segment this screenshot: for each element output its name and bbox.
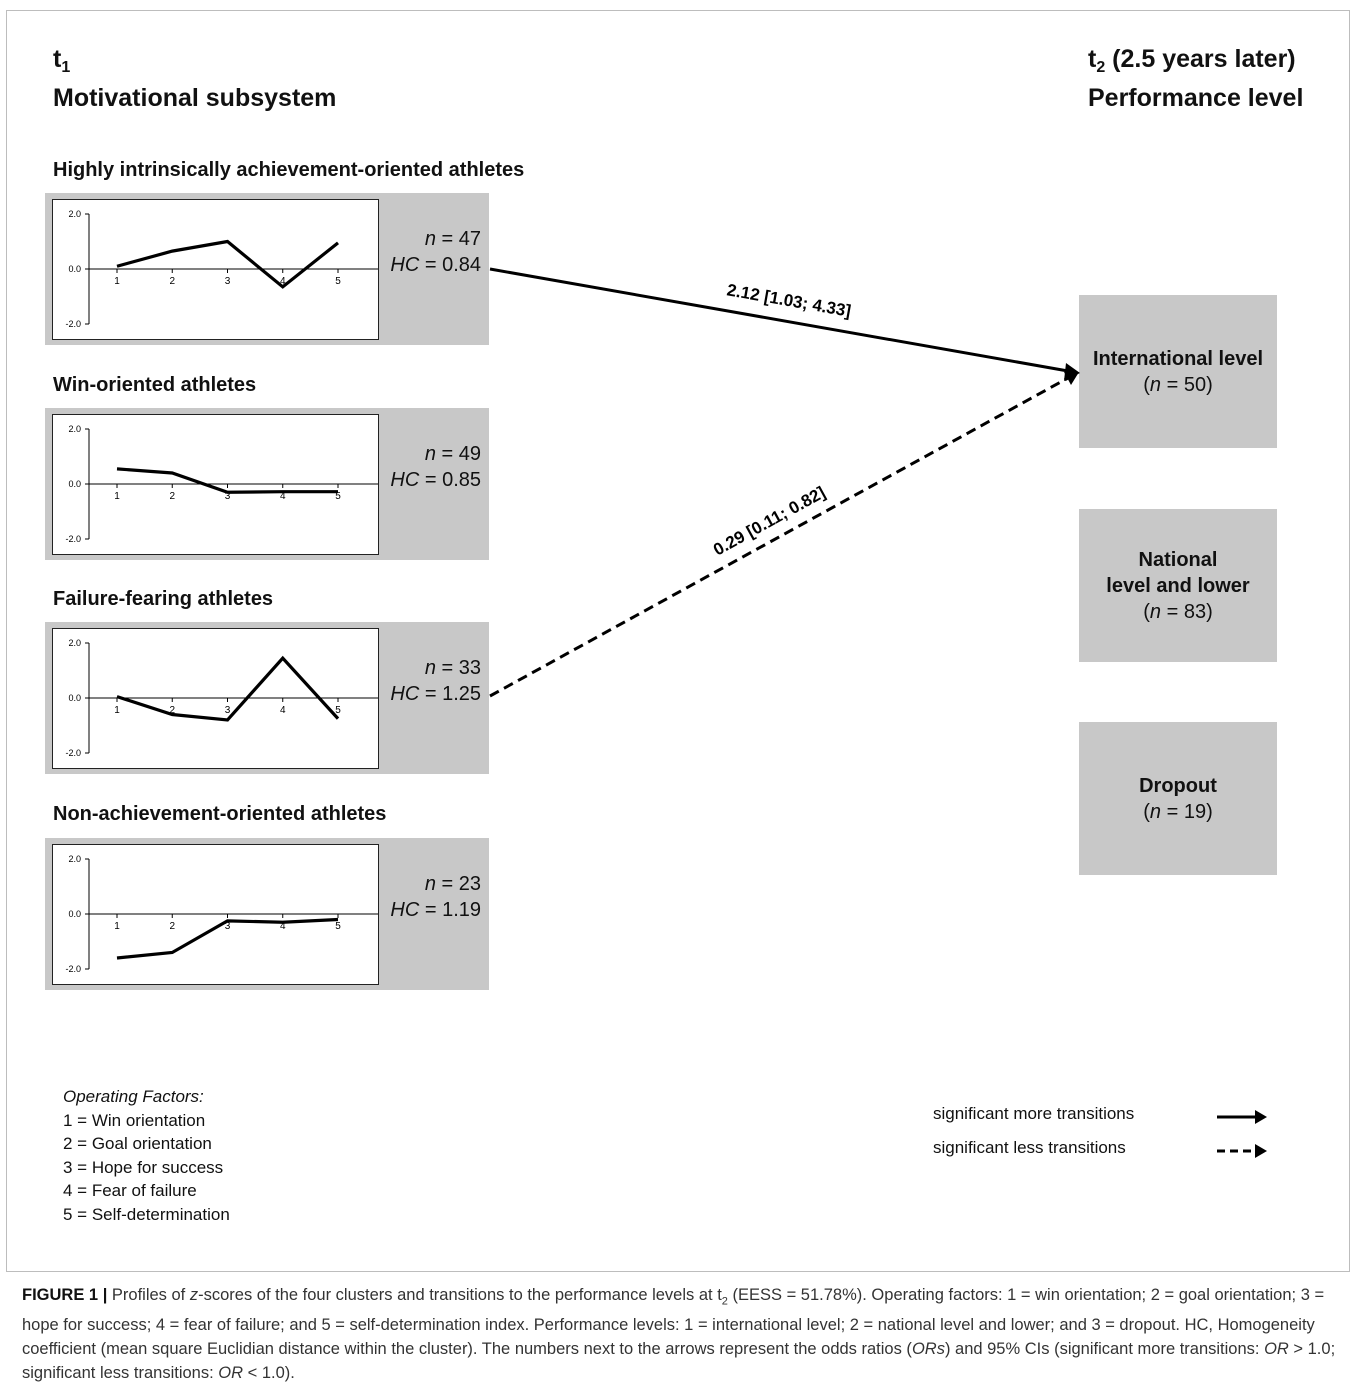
operating-factors-legend: Operating Factors: 1 = Win orientation 2… bbox=[63, 1085, 230, 1226]
legend-item: 1 = Win orientation bbox=[63, 1109, 230, 1133]
dashed-arrow-icon bbox=[1217, 1138, 1271, 1162]
solid-arrow-icon bbox=[1217, 1104, 1271, 1128]
legend-item: 2 = Goal orientation bbox=[63, 1132, 230, 1156]
legend-more-label: significant more transitions bbox=[933, 1104, 1134, 1124]
legend-less-label: significant less transitions bbox=[933, 1138, 1126, 1158]
transition-label: 0.29 [0.11; 0.82] bbox=[710, 483, 828, 560]
figure-caption: FIGURE 1 | Profiles of z-scores of the f… bbox=[22, 1283, 1340, 1385]
legend-item: 4 = Fear of failure bbox=[63, 1179, 230, 1203]
legend-item: 3 = Hope for success bbox=[63, 1156, 230, 1180]
legend-item: 5 = Self-determination bbox=[63, 1203, 230, 1227]
legend-title: Operating Factors: bbox=[63, 1085, 230, 1109]
transition-arrow-dashed bbox=[490, 378, 1068, 696]
transition-arrow-solid bbox=[490, 269, 1068, 371]
